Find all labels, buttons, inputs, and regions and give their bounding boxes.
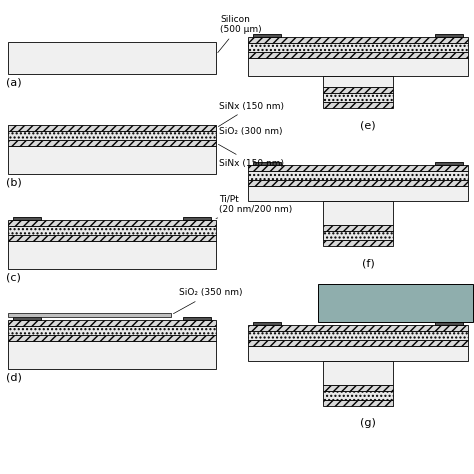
Bar (8, 241, 216, 269)
Text: SiNx (150 nm): SiNx (150 nm) (219, 101, 284, 127)
Bar (248, 58, 468, 76)
Bar (323, 225, 393, 231)
Bar (248, 346, 468, 361)
Bar (323, 231, 393, 240)
Text: (f): (f) (362, 258, 374, 268)
Bar (253, 34, 281, 37)
Bar (248, 37, 468, 43)
Bar (8, 341, 216, 369)
Bar (8, 320, 216, 326)
Bar (323, 93, 393, 102)
Bar (183, 317, 211, 320)
Bar (323, 201, 393, 225)
Text: SiNx (150 nm): SiNx (150 nm) (219, 145, 284, 167)
Bar (253, 322, 281, 325)
Text: SiO₂ (350 nm): SiO₂ (350 nm) (173, 289, 243, 314)
Bar (8, 335, 216, 341)
Bar (248, 171, 468, 180)
Bar (435, 322, 463, 325)
Text: (d): (d) (6, 372, 22, 382)
Text: (a): (a) (6, 77, 22, 87)
Bar (323, 391, 393, 400)
Bar (13, 317, 41, 320)
Text: Silicon
(500 μm): Silicon (500 μm) (218, 15, 262, 53)
Bar (323, 385, 393, 391)
Bar (323, 361, 393, 385)
Bar (435, 34, 463, 37)
Bar (183, 217, 211, 220)
Bar (8, 140, 216, 146)
Bar (323, 240, 393, 246)
Bar (8, 42, 216, 74)
Bar (248, 165, 468, 171)
Bar (248, 52, 468, 58)
Bar (8, 235, 216, 241)
Text: (g): (g) (360, 418, 376, 428)
Bar (248, 325, 468, 331)
Bar (318, 284, 473, 322)
Text: (e): (e) (360, 120, 376, 130)
Bar (248, 331, 468, 340)
Bar (248, 186, 468, 201)
Bar (8, 131, 216, 140)
Bar (248, 340, 468, 346)
Text: SiO₂ (300 nm): SiO₂ (300 nm) (216, 127, 283, 136)
Bar (8, 125, 216, 131)
Bar (8, 146, 216, 174)
Bar (8, 313, 171, 317)
Text: (b): (b) (6, 177, 22, 187)
Bar (8, 220, 216, 226)
Text: (c): (c) (6, 272, 21, 282)
Text: Ti/Pt
(20 nm/200 nm): Ti/Pt (20 nm/200 nm) (216, 195, 292, 219)
Bar (323, 87, 393, 93)
Bar (323, 400, 393, 406)
Bar (248, 180, 468, 186)
Bar (13, 217, 41, 220)
Bar (248, 43, 468, 52)
Bar (323, 76, 393, 87)
Bar (253, 162, 281, 165)
Bar (8, 226, 216, 235)
Bar (8, 326, 216, 335)
Bar (323, 102, 393, 108)
Bar (435, 162, 463, 165)
